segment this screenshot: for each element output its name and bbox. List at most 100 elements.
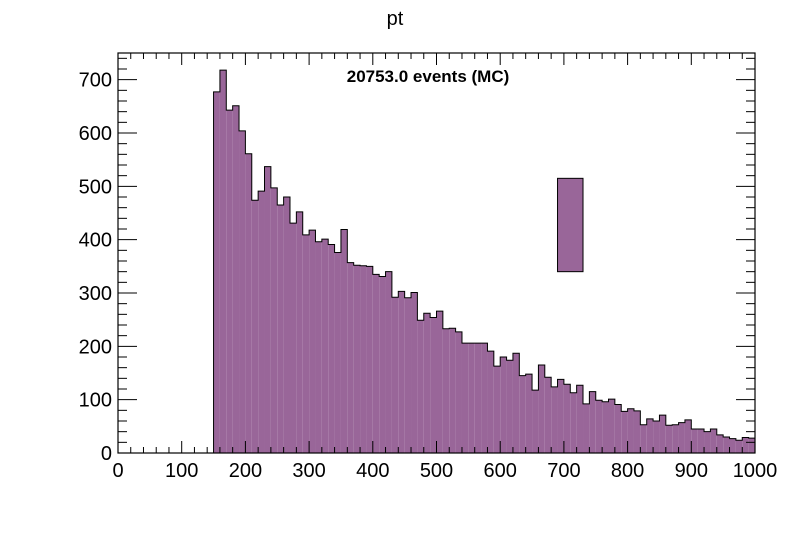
histogram-bar-73 xyxy=(678,422,685,453)
histogram-bar-13 xyxy=(296,211,303,453)
axis-ticks xyxy=(117,53,756,454)
x-tick-label: 500 xyxy=(420,460,453,482)
x-tick-label: 800 xyxy=(611,460,644,482)
histogram-bar-32 xyxy=(417,320,424,453)
histogram-bar-49 xyxy=(525,374,533,453)
histogram-bar-66 xyxy=(633,410,641,453)
histogram-bar-79 xyxy=(716,434,724,453)
histogram-bar-52 xyxy=(544,377,552,453)
histogram-bar-68 xyxy=(646,418,654,453)
x-tick-label: 300 xyxy=(292,460,325,482)
histogram-bar-14 xyxy=(302,234,310,453)
histogram-bar-21 xyxy=(347,262,354,453)
histogram-bar-25 xyxy=(372,274,380,453)
y-tick-label: 0 xyxy=(101,443,112,465)
histogram-bar-3 xyxy=(232,105,240,454)
histogram-bar-83 xyxy=(742,437,749,453)
axis-tick-labels: 0 100 200 300 400 500 600 700 800 900 1000 0 100 200 3… xyxy=(79,70,778,482)
histogram-bar-81 xyxy=(729,438,736,453)
histogram-bar-43 xyxy=(487,351,494,453)
histogram-bar-9 xyxy=(270,187,278,453)
y-tick-label: 200 xyxy=(79,336,112,358)
histogram-bar-6 xyxy=(251,200,259,453)
histogram-bar-45 xyxy=(500,357,507,453)
x-tick-label: 0 xyxy=(112,460,123,482)
histogram-bar-60 xyxy=(595,400,603,453)
histogram-bar-16 xyxy=(315,241,322,453)
histogram-bar-37 xyxy=(449,328,456,453)
x-tick-label: 600 xyxy=(484,460,517,482)
histogram-bar-30 xyxy=(404,297,412,453)
histogram-bar-24 xyxy=(366,266,373,453)
histogram-bar-59 xyxy=(589,391,596,453)
histogram-bar-42 xyxy=(481,343,488,453)
y-tick-label: 600 xyxy=(79,123,112,145)
histogram-bar-17 xyxy=(321,239,329,453)
histogram-bar-82 xyxy=(735,440,743,453)
histogram-bar-1 xyxy=(219,70,227,454)
histogram-outline xyxy=(213,69,756,453)
histogram-bar-61 xyxy=(602,401,609,453)
histogram-bar-27 xyxy=(385,271,392,453)
histogram-bar-69 xyxy=(653,421,660,453)
histogram-bar-8 xyxy=(264,166,271,453)
histogram-bar-23 xyxy=(360,265,367,453)
histogram-bar-70 xyxy=(659,415,666,453)
histogram-bar-54 xyxy=(557,379,564,453)
histogram-bar-64 xyxy=(621,411,628,453)
histogram-bar-29 xyxy=(398,291,405,453)
histogram-bar-15 xyxy=(309,230,316,453)
histogram-bar-57 xyxy=(576,385,584,453)
histogram-bar-74 xyxy=(684,419,692,453)
x-tick-label: 1000 xyxy=(733,460,778,482)
histogram-bar-10 xyxy=(277,205,284,453)
y-tick-label: 700 xyxy=(79,70,112,92)
histogram-bar-35 xyxy=(436,311,443,453)
histogram-bar-65 xyxy=(627,408,634,453)
y-tick-label: 300 xyxy=(79,283,112,305)
histogram-bar-56 xyxy=(570,392,577,453)
histogram-bar-55 xyxy=(563,384,571,453)
histogram-bar-2 xyxy=(226,110,233,454)
histogram-bar-36 xyxy=(442,328,450,453)
y-tick-label: 100 xyxy=(79,390,112,412)
histogram-bar-46 xyxy=(506,360,513,453)
histogram-bar-53 xyxy=(551,386,558,453)
chart-title: pt xyxy=(387,8,404,30)
histogram-bar-84 xyxy=(748,438,755,453)
histogram-bar-19 xyxy=(334,252,341,453)
histogram-bar-28 xyxy=(391,297,399,453)
histogram-bar-44 xyxy=(493,366,501,453)
histogram-bar-63 xyxy=(614,404,622,453)
histogram-bar-38 xyxy=(455,331,462,453)
histogram-bar-62 xyxy=(608,399,615,453)
histogram-bar-75 xyxy=(691,429,698,453)
histogram-bar-72 xyxy=(672,424,679,453)
x-tick-label: 400 xyxy=(356,460,389,482)
histogram-bar-18 xyxy=(328,244,335,453)
histogram-bar-0 xyxy=(213,91,220,453)
histogram-bar-12 xyxy=(289,223,297,453)
events-annotation: 20753.0 events (MC) xyxy=(347,67,510,86)
histogram-bar-4 xyxy=(239,130,246,453)
legend-box xyxy=(557,177,584,273)
histogram-bar-78 xyxy=(710,429,717,453)
histogram-bar-11 xyxy=(283,197,290,453)
histogram-bar-22 xyxy=(353,265,361,453)
histogram-bar-71 xyxy=(665,425,673,453)
x-tick-label: 100 xyxy=(165,460,198,482)
y-tick-label: 500 xyxy=(79,176,112,198)
histogram-bar-50 xyxy=(532,390,539,453)
y-tick-label: 400 xyxy=(79,230,112,252)
histogram-bar-41 xyxy=(474,343,482,453)
histogram-bar-76 xyxy=(697,429,705,453)
histogram-bar-31 xyxy=(411,292,418,453)
histogram-bar-80 xyxy=(723,437,730,453)
histogram-bar-5 xyxy=(245,153,252,454)
histogram-bar-67 xyxy=(640,424,647,453)
histogram-bar-26 xyxy=(379,276,386,453)
histogram-bar-33 xyxy=(423,313,431,453)
histogram-bar-58 xyxy=(583,403,590,453)
histogram-bar-40 xyxy=(468,343,475,453)
